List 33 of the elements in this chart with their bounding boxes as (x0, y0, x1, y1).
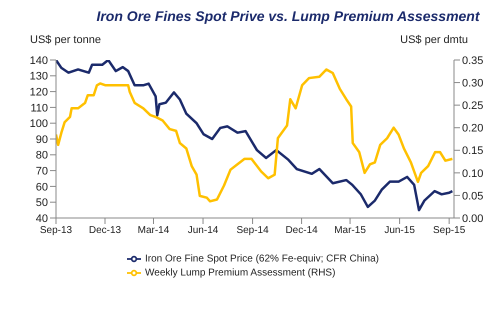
y2-tick-label: 0.00 (462, 212, 484, 225)
y2-tick-label: 0.30 (462, 77, 484, 90)
x-tick-label: Sep-15 (433, 225, 466, 236)
y-tick-label: 80 (36, 150, 48, 162)
y-tick-label: 50 (36, 197, 48, 210)
chart-title: Iron Ore Fines Spot Prive vs. Lump Premium Assessment (95, 8, 481, 26)
y2-tick-label: 0.05 (462, 190, 484, 202)
x-tick-label: Sep-14 (236, 225, 270, 236)
legend-label: Iron Ore Fine Spot Price (62% Fe-equiv; CFR China) (145, 254, 379, 265)
y2-tick-label: 0.10 (462, 168, 484, 180)
y-tick-label: 110 (30, 102, 48, 114)
y2-axis-title: US$ per dmtu (400, 34, 468, 48)
y-tick-label: 130 (30, 70, 48, 83)
y2-tick-label: 0.25 (462, 100, 484, 112)
y-tick-label: 140 (30, 54, 48, 67)
legend-label: Weekly Lump Premium Assessment (RHS) (145, 268, 336, 279)
x-tick-label: Mar-14 (138, 225, 170, 236)
x-tick-label: Mar-15 (334, 225, 366, 236)
x-tick-label: Dec-14 (285, 225, 318, 236)
x-tick-label: Jun-15 (384, 225, 416, 236)
y-tick-label: 90 (36, 134, 48, 146)
y-tick-label: 100 (30, 118, 48, 130)
y-axis-title: US$ per tonne (30, 34, 101, 48)
y-tick-label: 40 (36, 212, 48, 225)
x-tick-label: Sep-13 (40, 225, 73, 236)
x-tick-label: Jun-14 (188, 225, 219, 236)
y2-tick-label: 0.35 (462, 54, 484, 67)
y-tick-label: 70 (36, 166, 48, 178)
y-tick-label: 120 (30, 86, 48, 99)
y-tick-label: 60 (36, 181, 48, 194)
y2-tick-label: 0.20 (462, 122, 484, 135)
y2-tick-label: 0.15 (462, 145, 484, 158)
x-tick-label: Dec-13 (88, 225, 122, 236)
